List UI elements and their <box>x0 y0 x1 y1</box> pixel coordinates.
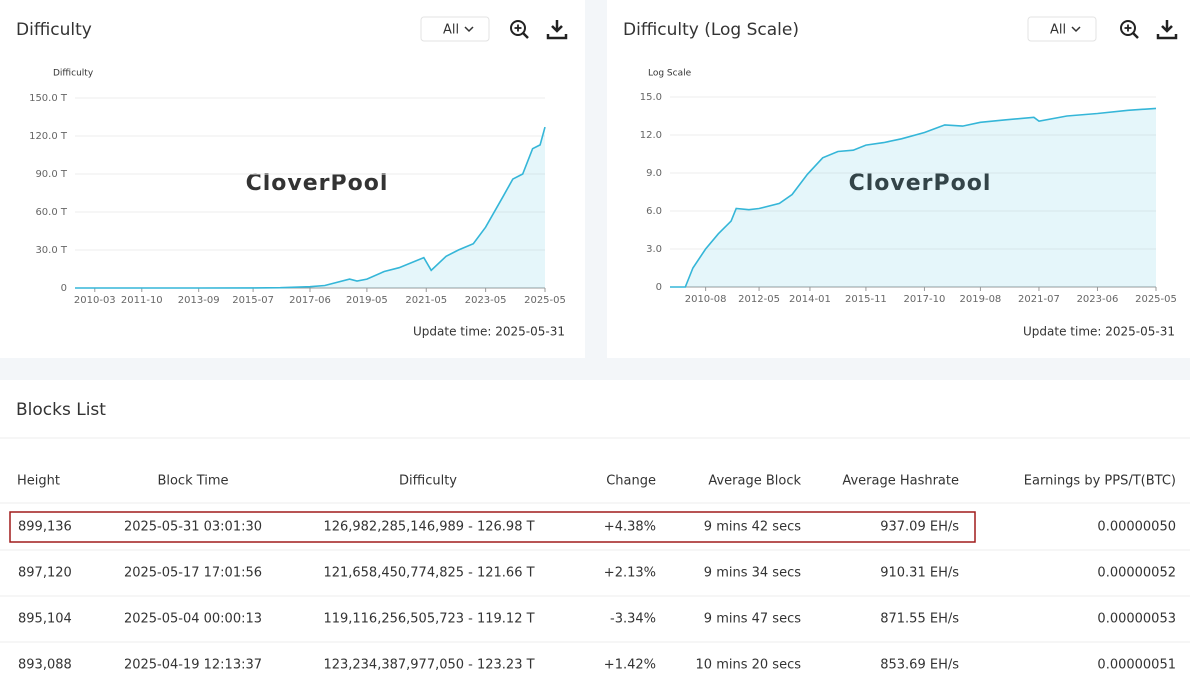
cell: 121,658,450,774,825 - 121.66 T <box>323 566 534 581</box>
x-tick-label: 2023-06 <box>1077 294 1119 305</box>
column-header: Average Hashrate <box>842 474 959 489</box>
block-height-link[interactable]: 895,104 <box>18 612 72 627</box>
dropdown-label: All <box>1050 23 1066 38</box>
cell: 0.00000052 <box>1097 566 1176 581</box>
y-axis-label: Log Scale <box>648 69 692 79</box>
column-header: Height <box>17 474 60 489</box>
x-tick-label: 2025-05 <box>1135 294 1177 305</box>
column-header: Difficulty <box>399 474 457 489</box>
toolbar-icons <box>510 20 1178 40</box>
chart-title: Difficulty <box>16 20 92 40</box>
cell: 0.00000051 <box>1097 658 1176 673</box>
dropdown-arrow <box>464 26 474 33</box>
cell: 937.09 EH/s <box>880 520 959 535</box>
column-header: Change <box>606 474 656 489</box>
y-tick-label: 90.0 T <box>35 169 67 180</box>
x-tick-label: 2015-11 <box>845 294 887 305</box>
cell: 853.69 EH/s <box>880 658 959 673</box>
cell: 2025-04-19 12:13:37 <box>124 658 262 673</box>
card <box>0 0 585 358</box>
y-tick-label: 15.0 <box>640 92 662 103</box>
dropdown[interactable] <box>1027 16 1097 42</box>
y-tick-label: 6.0 <box>646 206 662 217</box>
column-header: Block Time <box>157 474 228 489</box>
y-tick-label: 9.0 <box>646 168 662 179</box>
dropdown[interactable] <box>420 16 490 42</box>
cell: 10 mins 20 secs <box>696 658 802 673</box>
update-time: Update time: 2025-05-31 <box>413 325 565 339</box>
cell: 2025-05-31 03:01:30 <box>124 520 262 535</box>
card <box>0 380 1190 678</box>
x-tick-label: 2015-07 <box>232 295 274 306</box>
y-tick-label: 60.0 T <box>35 207 67 218</box>
y-tick-label: 12.0 <box>640 130 662 141</box>
cell: 0.00000050 <box>1097 520 1176 535</box>
x-tick-label: 2019-05 <box>346 295 388 306</box>
cell: 2025-05-17 17:01:56 <box>124 566 262 581</box>
update-time: Update time: 2025-05-31 <box>1023 325 1175 339</box>
line <box>75 126 546 289</box>
x-tick-label: 2017-10 <box>904 294 946 305</box>
x-tick-label: 2010-03 <box>74 295 116 306</box>
x-tick-label: 2017-06 <box>289 295 331 306</box>
x-tick-label: 2013-09 <box>178 295 220 306</box>
cell: +2.13% <box>604 566 656 581</box>
cell: -3.34% <box>610 612 656 627</box>
line <box>670 107 1157 288</box>
table-title: Blocks List <box>16 400 106 420</box>
y-tick-label: 30.0 T <box>35 245 67 256</box>
cell: 126,982,285,146,989 - 126.98 T <box>323 520 534 535</box>
dropdown-label: All <box>443 23 459 38</box>
cell: 9 mins 47 secs <box>704 612 801 627</box>
row-highlight <box>9 511 976 543</box>
zoom-icon[interactable] <box>1120 20 1139 39</box>
area <box>670 108 1156 288</box>
block-height-link[interactable]: 897,120 <box>18 566 72 581</box>
cell: 871.55 EH/s <box>880 612 959 627</box>
zoom-icon[interactable] <box>510 20 529 39</box>
cell: 0.00000053 <box>1097 612 1176 627</box>
y-tick-label: 0 <box>61 283 67 294</box>
x-tick-label: 2023-05 <box>465 295 507 306</box>
watermark: CloverPool <box>849 171 992 196</box>
cell: 910.31 EH/s <box>880 566 959 581</box>
download-icon[interactable] <box>1156 20 1178 40</box>
cell: 123,234,387,977,050 - 123.23 T <box>323 658 534 673</box>
y-tick-label: 3.0 <box>646 244 662 255</box>
cell: 9 mins 34 secs <box>704 566 801 581</box>
x-tick-label: 2010-08 <box>685 294 727 305</box>
y-tick-label: 150.0 T <box>29 93 68 104</box>
cell: 9 mins 42 secs <box>704 520 801 535</box>
x-tick-label: 2014-01 <box>789 294 831 305</box>
x-tick-label: 2025-05 <box>524 295 566 306</box>
cell: 2025-05-04 00:00:13 <box>124 612 262 627</box>
card <box>607 0 1190 358</box>
y-tick-label: 0 <box>656 282 662 293</box>
area <box>75 127 545 288</box>
chart-title: Difficulty (Log Scale) <box>623 20 799 40</box>
x-tick-label: 2019-08 <box>960 294 1002 305</box>
dropdown-arrow <box>1071 26 1081 33</box>
column-header: Average Block <box>708 474 801 489</box>
cell: 119,116,256,505,723 - 119.12 T <box>323 612 534 627</box>
column-header: Earnings by PPS/T(BTC) <box>1024 474 1176 489</box>
y-axis-label: Difficulty <box>53 69 94 79</box>
watermark: CloverPool <box>246 171 389 196</box>
x-tick-label: 2012-05 <box>738 294 780 305</box>
x-tick-label: 2021-05 <box>405 295 447 306</box>
block-height-link[interactable]: 893,088 <box>18 658 72 673</box>
y-tick-label: 120.0 T <box>29 131 68 142</box>
cell: +1.42% <box>604 658 656 673</box>
x-tick-label: 2021-07 <box>1018 294 1060 305</box>
block-height-link[interactable]: 899,136 <box>18 520 72 535</box>
cell: +4.38% <box>604 520 656 535</box>
x-tick-label: 2011-10 <box>121 295 163 306</box>
download-icon[interactable] <box>546 20 568 40</box>
